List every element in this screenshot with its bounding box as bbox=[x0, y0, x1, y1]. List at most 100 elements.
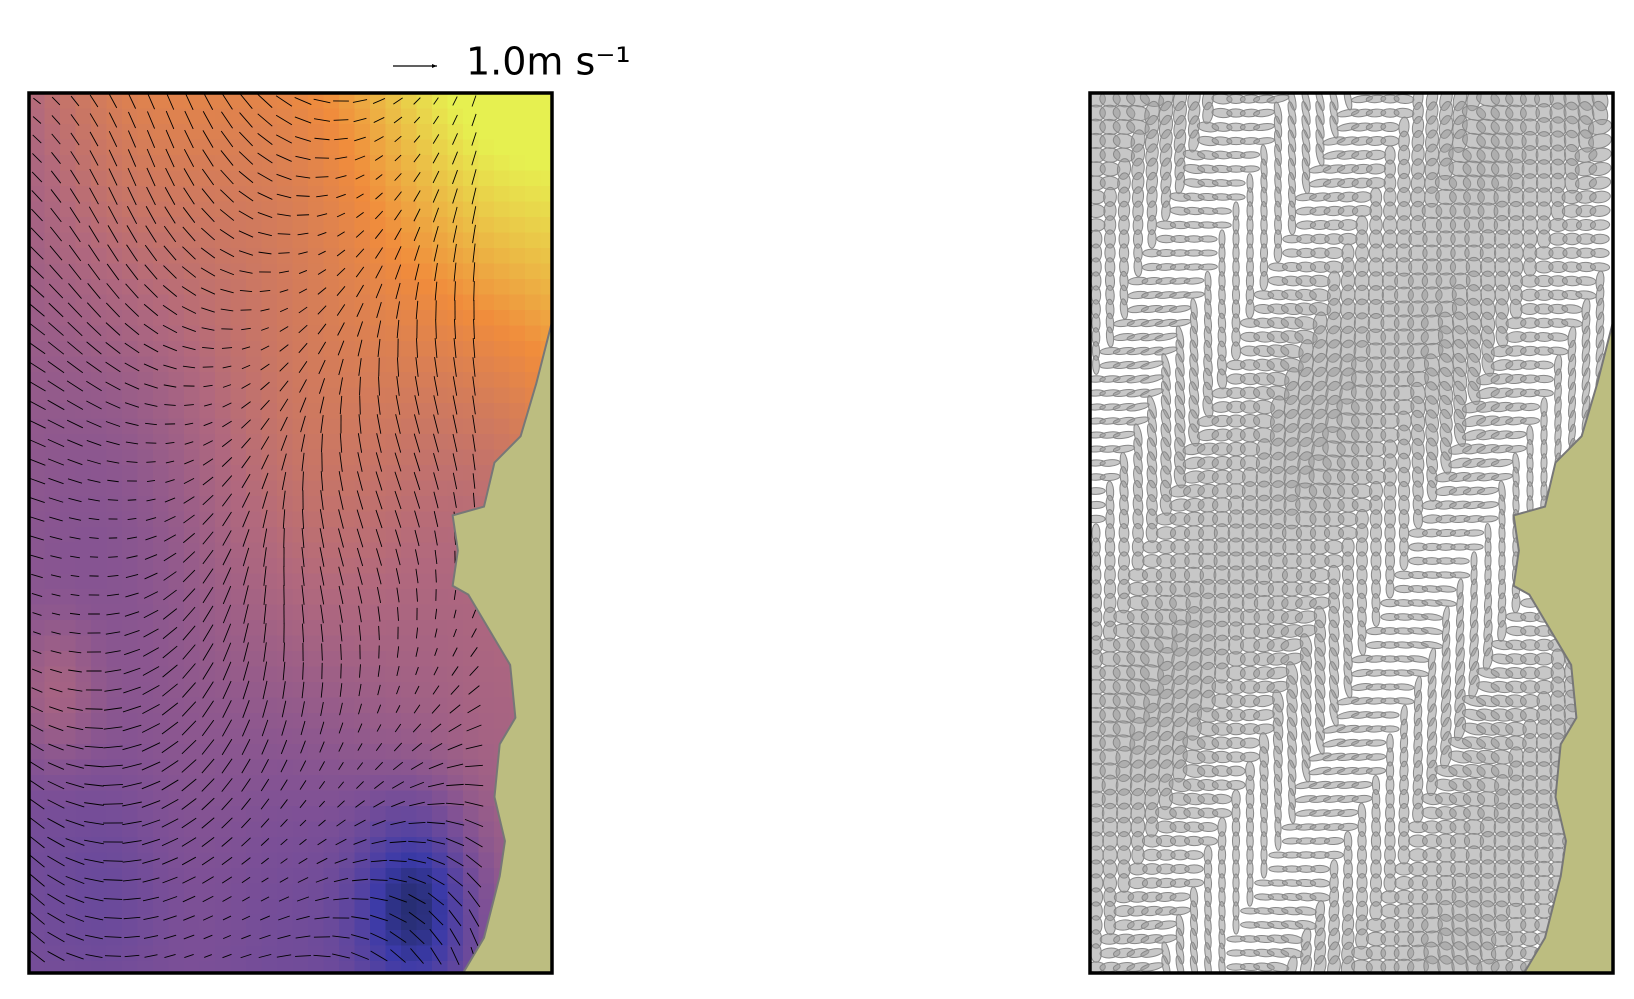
field-cell bbox=[75, 186, 92, 202]
field-cell bbox=[292, 713, 309, 729]
current-arrow bbox=[201, 758, 215, 774]
field-cell bbox=[168, 232, 185, 249]
current-arrow bbox=[182, 365, 196, 369]
current-arrow bbox=[33, 97, 41, 105]
field-cell bbox=[215, 713, 231, 729]
field-cell bbox=[246, 666, 262, 683]
current-arrow bbox=[202, 476, 214, 486]
field-cell bbox=[525, 310, 541, 326]
field-cell bbox=[401, 356, 417, 373]
current-arrow bbox=[433, 472, 439, 490]
current-arrow bbox=[143, 628, 159, 638]
field-cell bbox=[401, 899, 417, 915]
field-cell bbox=[106, 170, 123, 187]
field-cell bbox=[184, 620, 200, 636]
field-cell bbox=[106, 635, 123, 652]
field-cell bbox=[540, 310, 551, 326]
field-cell bbox=[44, 527, 61, 543]
field-cell bbox=[447, 124, 464, 140]
field-cell bbox=[137, 403, 154, 419]
tidal-ellipse bbox=[1385, 579, 1395, 599]
field-cell bbox=[246, 945, 262, 962]
field-cell bbox=[463, 682, 479, 698]
current-arrow bbox=[49, 516, 63, 522]
field-cell bbox=[44, 930, 61, 946]
current-arrow bbox=[333, 897, 349, 901]
current-arrow bbox=[356, 211, 364, 219]
field-cell bbox=[463, 713, 479, 729]
current-arrow bbox=[414, 510, 420, 528]
field-cell bbox=[385, 620, 402, 636]
field-cell bbox=[44, 139, 61, 156]
current-arrow bbox=[47, 458, 65, 466]
field-cell bbox=[246, 294, 262, 311]
current-arrow bbox=[47, 380, 65, 392]
current-arrow bbox=[370, 950, 388, 962]
current-arrow bbox=[185, 94, 194, 111]
field-cell bbox=[292, 186, 309, 202]
field-cell bbox=[323, 201, 340, 218]
current-arrow bbox=[88, 206, 100, 224]
current-arrow bbox=[84, 820, 104, 826]
field-cell bbox=[261, 806, 278, 822]
field-cell bbox=[370, 744, 386, 760]
field-cell bbox=[494, 372, 510, 388]
field-cell bbox=[91, 945, 107, 962]
field-cell bbox=[447, 356, 464, 373]
field-cell bbox=[494, 279, 510, 295]
current-arrow bbox=[334, 137, 348, 141]
field-cell bbox=[215, 775, 231, 791]
field-cell bbox=[401, 480, 417, 497]
field-cell bbox=[106, 372, 123, 388]
field-cell bbox=[122, 186, 138, 202]
current-arrow bbox=[433, 376, 439, 396]
field-cell bbox=[168, 666, 185, 683]
field-cell bbox=[246, 217, 262, 233]
current-arrow bbox=[50, 574, 62, 578]
current-arrow bbox=[415, 647, 419, 657]
current-arrow bbox=[468, 685, 480, 695]
field-cell bbox=[168, 868, 185, 884]
field-cell bbox=[230, 511, 247, 528]
field-cell bbox=[75, 108, 92, 125]
field-cell bbox=[339, 155, 355, 171]
field-cell bbox=[122, 961, 138, 972]
field-cell bbox=[30, 511, 45, 528]
current-arrow bbox=[376, 704, 382, 714]
field-cell bbox=[230, 604, 247, 621]
field-cell bbox=[184, 418, 200, 435]
current-arrow bbox=[104, 669, 122, 673]
current-arrow bbox=[301, 585, 305, 605]
field-cell bbox=[478, 356, 495, 373]
field-cell bbox=[60, 108, 76, 125]
field-cell bbox=[509, 170, 526, 187]
current-arrow bbox=[377, 395, 381, 415]
field-cell bbox=[106, 589, 123, 605]
current-arrow bbox=[107, 479, 119, 483]
current-arrow bbox=[162, 626, 178, 640]
field-cell bbox=[432, 372, 448, 388]
field-cell bbox=[106, 418, 123, 435]
field-cell bbox=[215, 961, 231, 972]
field-cell bbox=[230, 403, 247, 419]
field-cell bbox=[230, 837, 247, 853]
field-cell bbox=[246, 744, 262, 760]
tidal-ellipse bbox=[1324, 539, 1344, 555]
field-cell bbox=[60, 279, 76, 295]
field-cell bbox=[401, 744, 417, 760]
current-arrow bbox=[126, 461, 138, 463]
field-cell bbox=[215, 790, 231, 807]
field-cell bbox=[509, 217, 526, 233]
current-arrow bbox=[145, 422, 157, 426]
field-cell bbox=[494, 310, 510, 326]
current-arrow bbox=[297, 232, 309, 236]
current-arrow bbox=[434, 628, 438, 638]
field-cell bbox=[292, 170, 309, 187]
field-cell bbox=[153, 124, 169, 140]
current-arrow bbox=[320, 624, 324, 642]
current-arrow bbox=[50, 207, 62, 223]
field-cell bbox=[261, 217, 278, 233]
field-cell bbox=[106, 263, 123, 280]
field-cell bbox=[323, 589, 340, 605]
